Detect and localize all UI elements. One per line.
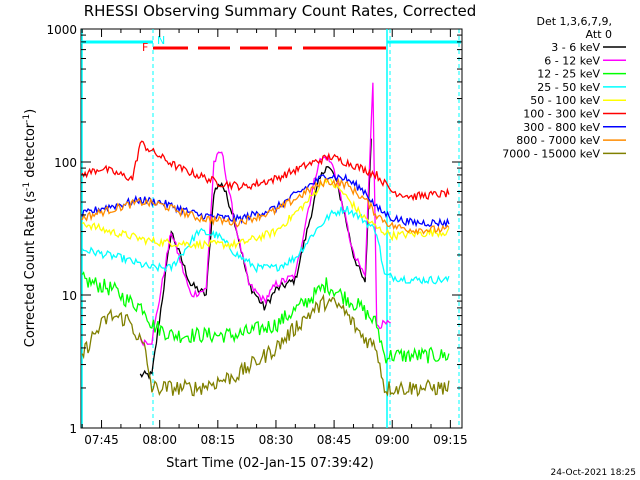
legend-header-1: Det 1,3,6,7,9, (536, 15, 612, 28)
legend-label: 6 - 12 keV (544, 54, 600, 67)
legend-label: 300 - 800 keV (523, 121, 600, 134)
plot-frame (80, 28, 463, 429)
x-tick-label: 08:45 (317, 433, 352, 447)
y-tick-label: 1000 (46, 23, 77, 37)
series-line-6 (81, 140, 450, 202)
legend-label: 7000 - 15000 keV (502, 147, 600, 160)
series-line-1 (139, 138, 372, 380)
series-line-3 (81, 271, 450, 364)
x-tick-label: 07:45 (84, 433, 119, 447)
flag-f-label: F (142, 41, 148, 54)
flag-n-label: N (157, 34, 165, 47)
y-axis: 1 10 100 1000 (46, 23, 462, 436)
x-tick-label: 09:15 (433, 433, 468, 447)
series-line-4 (81, 205, 450, 285)
series-line-5 (81, 176, 450, 251)
series-line-8 (81, 177, 450, 236)
legend-label: 12 - 25 keV (537, 68, 600, 81)
chart-title: RHESSI Observing Summary Count Rates, Co… (84, 2, 477, 20)
y-tick-label: 1 (69, 422, 77, 436)
y-tick-label: 10 (62, 289, 77, 303)
series-layer (81, 82, 450, 398)
series-line-2 (139, 82, 391, 347)
timestamp: 24-Oct-2021 18:25 (551, 468, 636, 478)
legend-label: 100 - 300 keV (523, 108, 600, 121)
x-tick-label: 08:15 (201, 433, 236, 447)
x-axis: 07:45 08:00 08:15 08:30 08:45 09:00 09:15 (81, 29, 468, 447)
series-line-7 (81, 173, 450, 228)
legend-header-2: Att 0 (586, 28, 612, 41)
x-tick-label: 08:00 (142, 433, 177, 447)
y-axis-label: Corrected Count Rate (s-1 detector-1) (22, 109, 38, 347)
x-axis-label: Start Time (02-Jan-15 07:39:42) (166, 456, 374, 471)
x-tick-label: 08:30 (259, 433, 294, 447)
series-line-9 (81, 293, 450, 398)
legend-label: 800 - 7000 keV (516, 134, 600, 147)
legend-label: 3 - 6 keV (551, 41, 600, 54)
legend-label: 50 - 100 keV (530, 94, 600, 107)
y-tick-label: 100 (54, 156, 77, 170)
legend-label: 25 - 50 keV (537, 81, 600, 94)
x-tick-label: 09:00 (375, 433, 410, 447)
